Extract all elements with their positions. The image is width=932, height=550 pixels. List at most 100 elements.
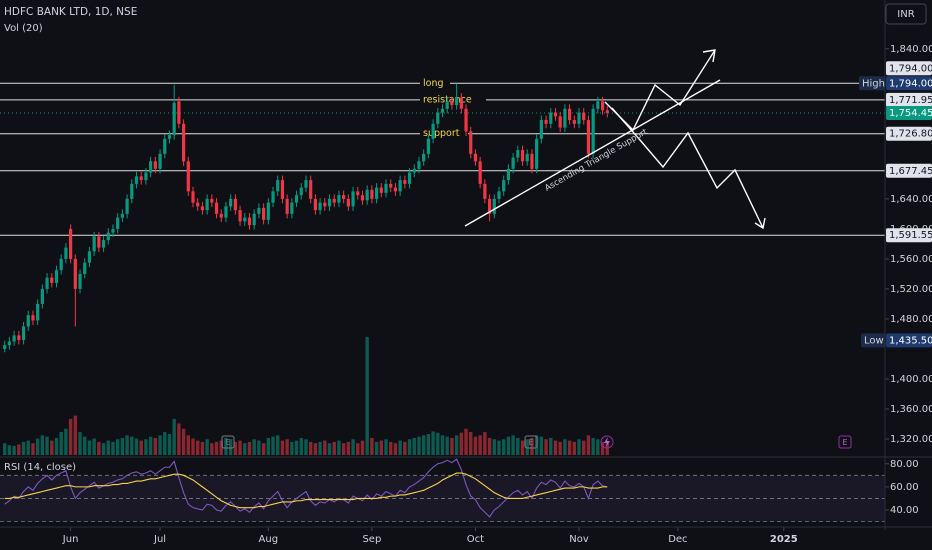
- volume-bar: [35, 438, 40, 455]
- volume-bar: [257, 440, 261, 455]
- candle-body: [530, 153, 534, 169]
- volume-bar: [210, 443, 214, 455]
- low-marker-value-box: [886, 333, 932, 348]
- chart-layer: Jun Jul Aug Sep Oct Nov Dec 2025 1,840.00 1,640.0…: [0, 44, 932, 545]
- y-tick-label: 1,560.00: [890, 254, 932, 265]
- x-tick-label: Oct: [467, 534, 484, 545]
- candle-body: [506, 168, 511, 181]
- candle-body: [327, 198, 332, 207]
- candle-body: [101, 240, 106, 248]
- volume-bar: [101, 443, 106, 455]
- currency-label[interactable]: INR: [897, 9, 914, 20]
- earnings-icon[interactable]: [221, 435, 235, 449]
- volume-bar: [40, 435, 45, 455]
- y-tick-label: 1,320.00: [890, 434, 932, 445]
- volume-bar: [243, 443, 247, 455]
- volume-bar: [115, 439, 120, 455]
- volume-bar: [153, 437, 158, 455]
- volume-bar: [351, 439, 355, 455]
- volume-bar: [106, 440, 110, 455]
- candle-body: [177, 101, 181, 124]
- candle-body: [97, 236, 101, 248]
- volume-bar: [398, 440, 402, 455]
- volume-bar: [318, 441, 322, 455]
- volume-bar: [421, 435, 426, 455]
- dividend-icon[interactable]: [600, 435, 614, 449]
- currency-button[interactable]: [885, 3, 927, 25]
- volume-bar: [78, 432, 82, 455]
- volume-bar: [370, 437, 374, 455]
- earnings-icon[interactable]: [838, 435, 852, 449]
- level-price-label-box: [886, 126, 932, 141]
- volume-bar: [506, 436, 511, 455]
- level-price-label-box: [886, 163, 932, 178]
- candle-body: [342, 195, 346, 199]
- candle-body: [214, 202, 219, 214]
- volume-bar: [431, 431, 435, 455]
- high-marker-value-box: [886, 76, 932, 91]
- y-tick-label: 1,640.00: [890, 194, 932, 205]
- candle-body: [502, 180, 506, 192]
- candle-body: [605, 110, 609, 113]
- volume-bar: [605, 443, 609, 455]
- candle-body: [365, 189, 369, 201]
- rsi-line: [4, 458, 608, 518]
- volume-bar: [492, 439, 496, 455]
- y-tick-label: 40.00: [890, 505, 919, 516]
- candle-body: [553, 112, 558, 117]
- volume-bar: [591, 437, 595, 455]
- candle-body: [337, 195, 341, 203]
- earnings-marker[interactable]: E: [225, 438, 230, 447]
- candle-body: [130, 183, 134, 199]
- candle-body: [535, 138, 539, 169]
- volume-bar: [450, 437, 454, 455]
- y-tick-label: 1,840.00: [890, 44, 932, 55]
- candle-body: [445, 101, 449, 109]
- volume-bar: [558, 441, 562, 455]
- candle-body: [144, 172, 148, 181]
- level-text-bg: [420, 93, 486, 106]
- earnings-marker[interactable]: E: [528, 438, 533, 447]
- candle-body: [389, 183, 393, 188]
- candle-body: [186, 161, 190, 192]
- x-tick-label: Sep: [362, 534, 381, 545]
- level-price-label: 1,771.95: [889, 95, 932, 106]
- candle-body: [7, 341, 12, 346]
- volume-bar: [26, 440, 30, 455]
- candle-body: [478, 161, 482, 184]
- volume-bar: [412, 437, 416, 455]
- candle-body: [464, 108, 468, 132]
- candle-body: [549, 112, 553, 124]
- candle-body: [294, 195, 299, 203]
- volume-bar: [308, 441, 313, 455]
- level-annotation: long: [423, 78, 444, 89]
- volume-bar: [426, 434, 431, 455]
- y-tick-label: 80.00: [890, 459, 919, 470]
- volume-bar: [64, 428, 68, 455]
- volume-bar: [167, 434, 172, 455]
- candle-body: [412, 168, 416, 173]
- candle-body: [153, 161, 157, 169]
- candle-body: [299, 187, 303, 196]
- x-tick-label: 2025: [770, 534, 798, 545]
- volume-bar: [68, 418, 73, 455]
- candle-body: [191, 191, 195, 203]
- volume-bar: [440, 435, 445, 455]
- candle-body: [83, 262, 87, 274]
- low-marker-label-box: [861, 333, 885, 348]
- earnings-marker[interactable]: E: [842, 438, 847, 447]
- earnings-icon[interactable]: [524, 435, 538, 449]
- candle-body: [276, 180, 280, 192]
- candle-body: [360, 195, 365, 201]
- volume-bar: [261, 443, 266, 455]
- volume-bar: [134, 438, 139, 455]
- candle-body: [374, 187, 379, 199]
- candle-body: [224, 206, 228, 218]
- candle-body: [243, 217, 247, 222]
- candle-body: [134, 176, 139, 184]
- volume-bar: [567, 440, 572, 455]
- candle-body: [40, 288, 44, 304]
- volume-bar: [186, 435, 190, 455]
- volume-bar: [285, 439, 289, 455]
